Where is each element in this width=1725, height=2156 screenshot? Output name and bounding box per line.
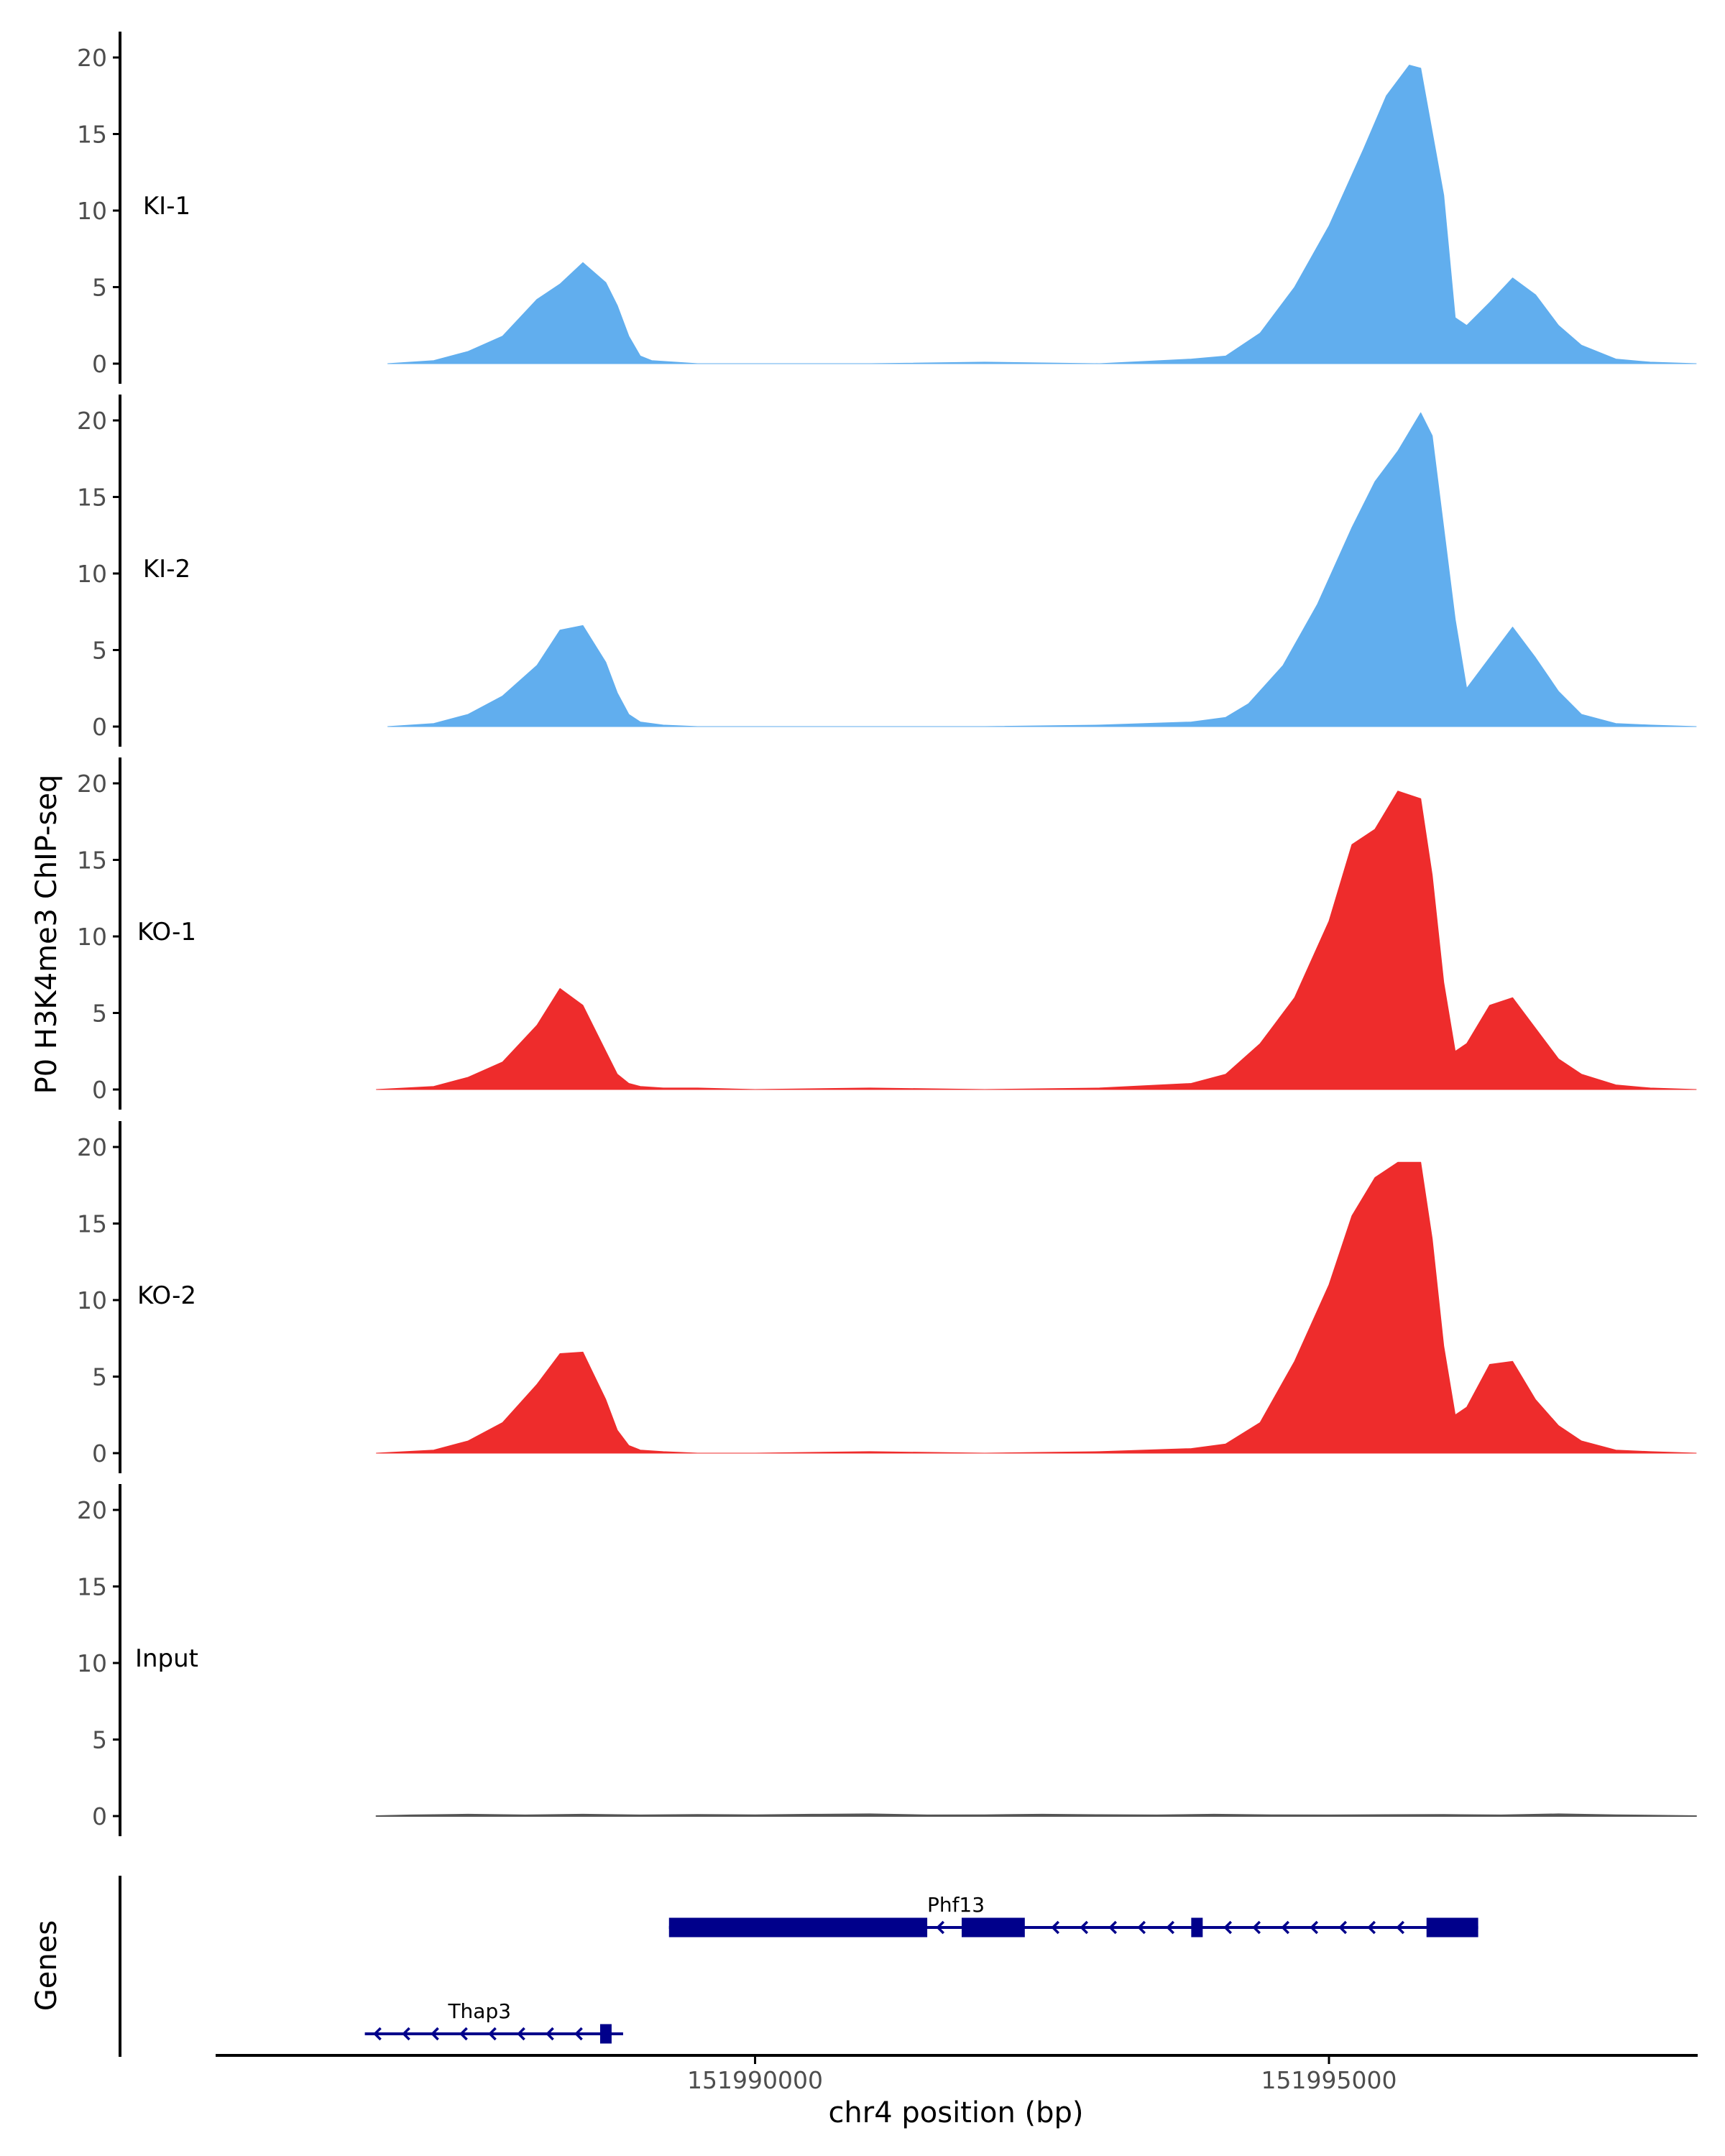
- y-tick-label: 20: [77, 44, 107, 72]
- y-tick-label: 20: [77, 407, 107, 435]
- y-tick-label: 15: [77, 1573, 107, 1601]
- x-axis-title: chr4 position (bp): [828, 2096, 1083, 2129]
- gene-exon: [1191, 1917, 1203, 1938]
- y-tick-label: 0: [92, 1802, 107, 1830]
- y-tick-label: 0: [92, 1076, 107, 1104]
- x-tick-label: 151990000: [687, 2066, 823, 2094]
- track-ki-2: 0 5 10 15 20 KI-2: [77, 395, 1697, 747]
- track-ko-1: 0 5 10 15 20 KO-1: [77, 757, 1697, 1110]
- strand-arrow: [402, 2027, 410, 2041]
- track-input: 0 5 10 15 20 Input: [77, 1484, 1697, 1836]
- strand-arrow: [1137, 1920, 1146, 1935]
- y-tick-label: 0: [92, 1439, 107, 1468]
- y-tick-label: 15: [77, 121, 107, 149]
- y-tick-label: 0: [92, 713, 107, 741]
- track-label: KI-1: [143, 192, 190, 221]
- signal-area-ki-1: [387, 65, 1697, 364]
- gene-exon: [668, 1917, 928, 1938]
- genes-axis-title: Genes: [30, 1920, 63, 2011]
- track-ki-1: 0 5 10 15 20 KI-1: [77, 32, 1697, 384]
- y-tick-label: 10: [77, 560, 107, 588]
- track-label: KO-2: [137, 1281, 196, 1310]
- signal-area-ko-1: [376, 791, 1697, 1090]
- strand-arrow: [546, 2027, 554, 2041]
- strand-arrow: [1310, 1920, 1319, 1935]
- gene-name-label: Thap3: [447, 1999, 511, 2023]
- signal-area-ki-2: [387, 412, 1697, 727]
- strand-arrow: [517, 2027, 525, 2041]
- strand-arrow: [459, 2027, 468, 2041]
- y-tick-label: 15: [77, 1210, 107, 1238]
- y-tick-label: 10: [77, 197, 107, 225]
- strand-arrow: [431, 2027, 439, 2041]
- strand-arrow: [1338, 1920, 1348, 1935]
- strand-arrow: [1252, 1920, 1261, 1935]
- y-tick-label: 5: [92, 1363, 107, 1391]
- track-label: KI-2: [143, 555, 190, 584]
- strand-arrow: [936, 1920, 945, 1935]
- genes-layer: 151990000 151995000 Thap3 Phf13: [119, 1876, 1698, 2094]
- strand-arrow: [373, 2027, 382, 2041]
- y-tick-label: 20: [77, 1133, 107, 1161]
- tracks-layer: 0 5 10 15 20 KI-1 0 5 10 15 20 KI-2 0 5 10 15 20 KO-1 0 5 10…: [77, 32, 1697, 1836]
- gene-name-label: Phf13: [927, 1893, 985, 1917]
- strand-arrow: [1223, 1920, 1233, 1935]
- strand-arrow: [1108, 1920, 1118, 1935]
- strand-arrow: [1080, 1920, 1089, 1935]
- x-tick-label: 151995000: [1261, 2066, 1397, 2094]
- y-tick-label: 15: [77, 847, 107, 875]
- gene-exon: [1426, 1917, 1478, 1938]
- strand-arrow: [1051, 1920, 1060, 1935]
- y-tick-label: 15: [77, 484, 107, 512]
- track-label: KO-1: [137, 918, 196, 946]
- y-tick-label: 5: [92, 1000, 107, 1028]
- y-tick-label: 20: [77, 1496, 107, 1524]
- gene-phf13: Phf13: [668, 1893, 1478, 1938]
- strand-arrow: [488, 2027, 497, 2041]
- signal-area-ko-2: [376, 1161, 1697, 1454]
- gene-exon: [599, 2024, 612, 2044]
- track-ko-2: 0 5 10 15 20 KO-2: [77, 1121, 1697, 1473]
- track-label: Input: [135, 1644, 198, 1673]
- y-tick-label: 5: [92, 1726, 107, 1754]
- y-tick-label: 5: [92, 274, 107, 302]
- strand-arrow: [1281, 1920, 1290, 1935]
- gene-exon: [961, 1917, 1025, 1938]
- y-axis-title: P0 H3K4me3 ChIP-seq: [30, 775, 63, 1095]
- y-tick-label: 10: [77, 1649, 107, 1677]
- strand-arrow: [1396, 1920, 1405, 1935]
- strand-arrow: [1166, 1920, 1175, 1935]
- y-tick-label: 10: [77, 923, 107, 951]
- y-tick-label: 5: [92, 637, 107, 665]
- gene-thap3: Thap3: [364, 1999, 623, 2044]
- y-tick-label: 0: [92, 350, 107, 378]
- y-tick-label: 10: [77, 1286, 107, 1314]
- signal-area-input: [375, 1813, 1697, 1817]
- strand-arrow: [574, 2027, 583, 2041]
- strand-arrow: [1367, 1920, 1376, 1935]
- y-tick-label: 20: [77, 770, 107, 798]
